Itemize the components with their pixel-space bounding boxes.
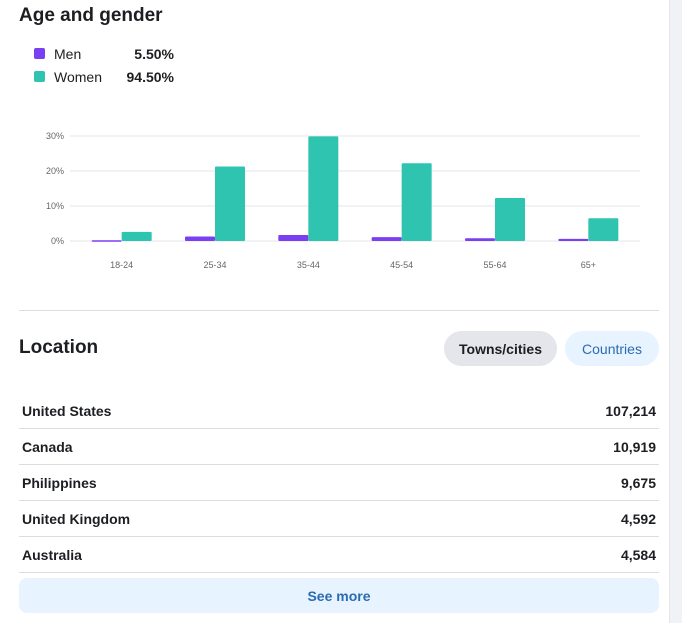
- y-tick-label: 20%: [46, 166, 64, 176]
- x-tick-label: 25-34: [203, 260, 226, 270]
- men-bar-25-34: [185, 236, 215, 241]
- x-tick-label: 45-54: [390, 260, 413, 270]
- location-count: 4,584: [620, 547, 656, 563]
- x-tick-label: 65+: [581, 260, 596, 270]
- tab-countries[interactable]: Countries: [565, 331, 659, 366]
- x-tick-label: 35-44: [297, 260, 320, 270]
- location-count: 4,592: [620, 511, 656, 527]
- location-count: 10,919: [613, 439, 656, 455]
- list-item: United States 107,214: [19, 394, 659, 429]
- legend-label: Women: [54, 68, 102, 85]
- location-name: Philippines: [22, 475, 97, 491]
- women-bar-45-54: [401, 163, 432, 241]
- legend-value: 5.50%: [134, 45, 174, 62]
- list-item: Australia 4,584: [19, 538, 659, 573]
- x-tick-label: 18-24: [110, 260, 133, 270]
- legend-item-women: Women 94.50%: [34, 65, 174, 88]
- age-gender-bar-chart: 0% 10% 20% 30% 18-24 25-34 35-44 45-54 55-64 65+: [46, 131, 640, 270]
- y-tick-label: 30%: [46, 131, 64, 141]
- scrollbar[interactable]: [669, 0, 682, 623]
- legend-label: Men: [54, 45, 82, 62]
- location-list: United States 107,214 Canada 10,919 Phil…: [19, 394, 659, 574]
- women-bar-18-24: [121, 231, 152, 241]
- location-name: United States: [22, 403, 112, 419]
- age-gender-title: Age and gender: [19, 5, 163, 26]
- chart-legend: Men 5.50% Women 94.50%: [34, 42, 174, 88]
- x-tick-label: 55-64: [483, 260, 506, 270]
- see-more-button[interactable]: See more: [19, 578, 659, 613]
- y-tick-label: 0%: [51, 236, 64, 246]
- legend-value: 94.50%: [126, 68, 174, 85]
- men-bar-65+: [558, 238, 589, 241]
- men-bar-45-54: [371, 237, 402, 241]
- location-name: Australia: [22, 547, 82, 563]
- legend-item-men: Men 5.50%: [34, 42, 174, 65]
- women-bar-65+: [588, 218, 619, 241]
- men-swatch: [34, 48, 45, 59]
- women-bar-55-64: [495, 197, 525, 241]
- location-name: United Kingdom: [22, 511, 131, 527]
- list-item: Canada 10,919: [19, 430, 659, 465]
- location-count: 107,214: [605, 403, 656, 419]
- women-swatch: [34, 71, 45, 82]
- y-tick-label: 10%: [46, 201, 64, 211]
- section-divider: [19, 310, 659, 311]
- women-bar-35-44: [308, 136, 339, 241]
- location-count: 9,675: [620, 475, 656, 491]
- tab-towns-cities[interactable]: Towns/cities: [444, 331, 557, 366]
- men-bar-55-64: [465, 238, 495, 241]
- men-bar-35-44: [278, 235, 309, 241]
- list-item: United Kingdom 4,592: [19, 502, 659, 537]
- location-name: Canada: [22, 439, 73, 455]
- location-title: Location: [19, 337, 99, 358]
- list-item: Philippines 9,675: [19, 466, 659, 501]
- women-bar-25-34: [215, 166, 245, 241]
- men-bar-18-24: [91, 240, 122, 242]
